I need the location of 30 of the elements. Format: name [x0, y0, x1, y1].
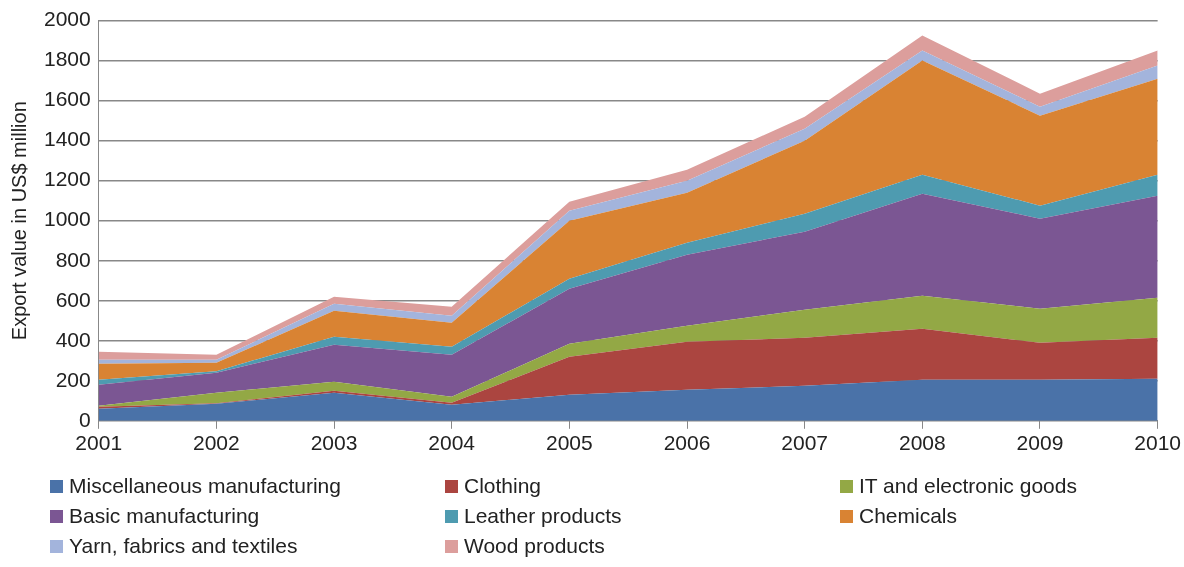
x-tick-label: 2002	[193, 431, 240, 455]
y-tick-label: 1200	[44, 167, 91, 191]
y-tick-label: 1800	[44, 47, 91, 71]
x-tick-label: 2003	[310, 431, 358, 455]
legend-label: Basic manufacturing	[69, 504, 260, 528]
x-tick-label: 2001	[75, 431, 123, 455]
y-tick-label: 800	[55, 247, 91, 271]
y-tick-label: 600	[55, 287, 91, 311]
legend-label: Clothing	[464, 474, 542, 498]
x-tick-label: 2010	[1134, 431, 1181, 455]
y-tick-label: 400	[55, 327, 91, 351]
x-tick-label: 2008	[898, 431, 946, 455]
y-tick-label: 2000	[44, 7, 91, 31]
x-tick-label: 2009	[1016, 431, 1064, 455]
y-tick-label: 1600	[44, 87, 91, 111]
x-tick-label: 2004	[428, 431, 476, 455]
legend-label: Chemicals	[859, 504, 958, 528]
legend-label: Leather products	[464, 504, 622, 528]
y-tick-label: 200	[55, 367, 91, 391]
legend-label: Miscellaneous manufacturing	[69, 474, 341, 498]
y-axis-title: Export value in US$ million	[7, 101, 30, 341]
x-tick-label: 2005	[545, 431, 593, 455]
y-tick-label: 1000	[44, 207, 91, 231]
x-tick-label: 2007	[781, 431, 829, 455]
legend-label: Yarn, fabrics and textiles	[69, 534, 298, 558]
legend-label: Wood products	[464, 534, 605, 558]
y-tick-label: 1400	[44, 127, 91, 151]
y-tick-label: 0	[79, 407, 91, 431]
x-tick-label: 2006	[663, 431, 711, 455]
legend-label: IT and electronic goods	[859, 474, 1077, 498]
